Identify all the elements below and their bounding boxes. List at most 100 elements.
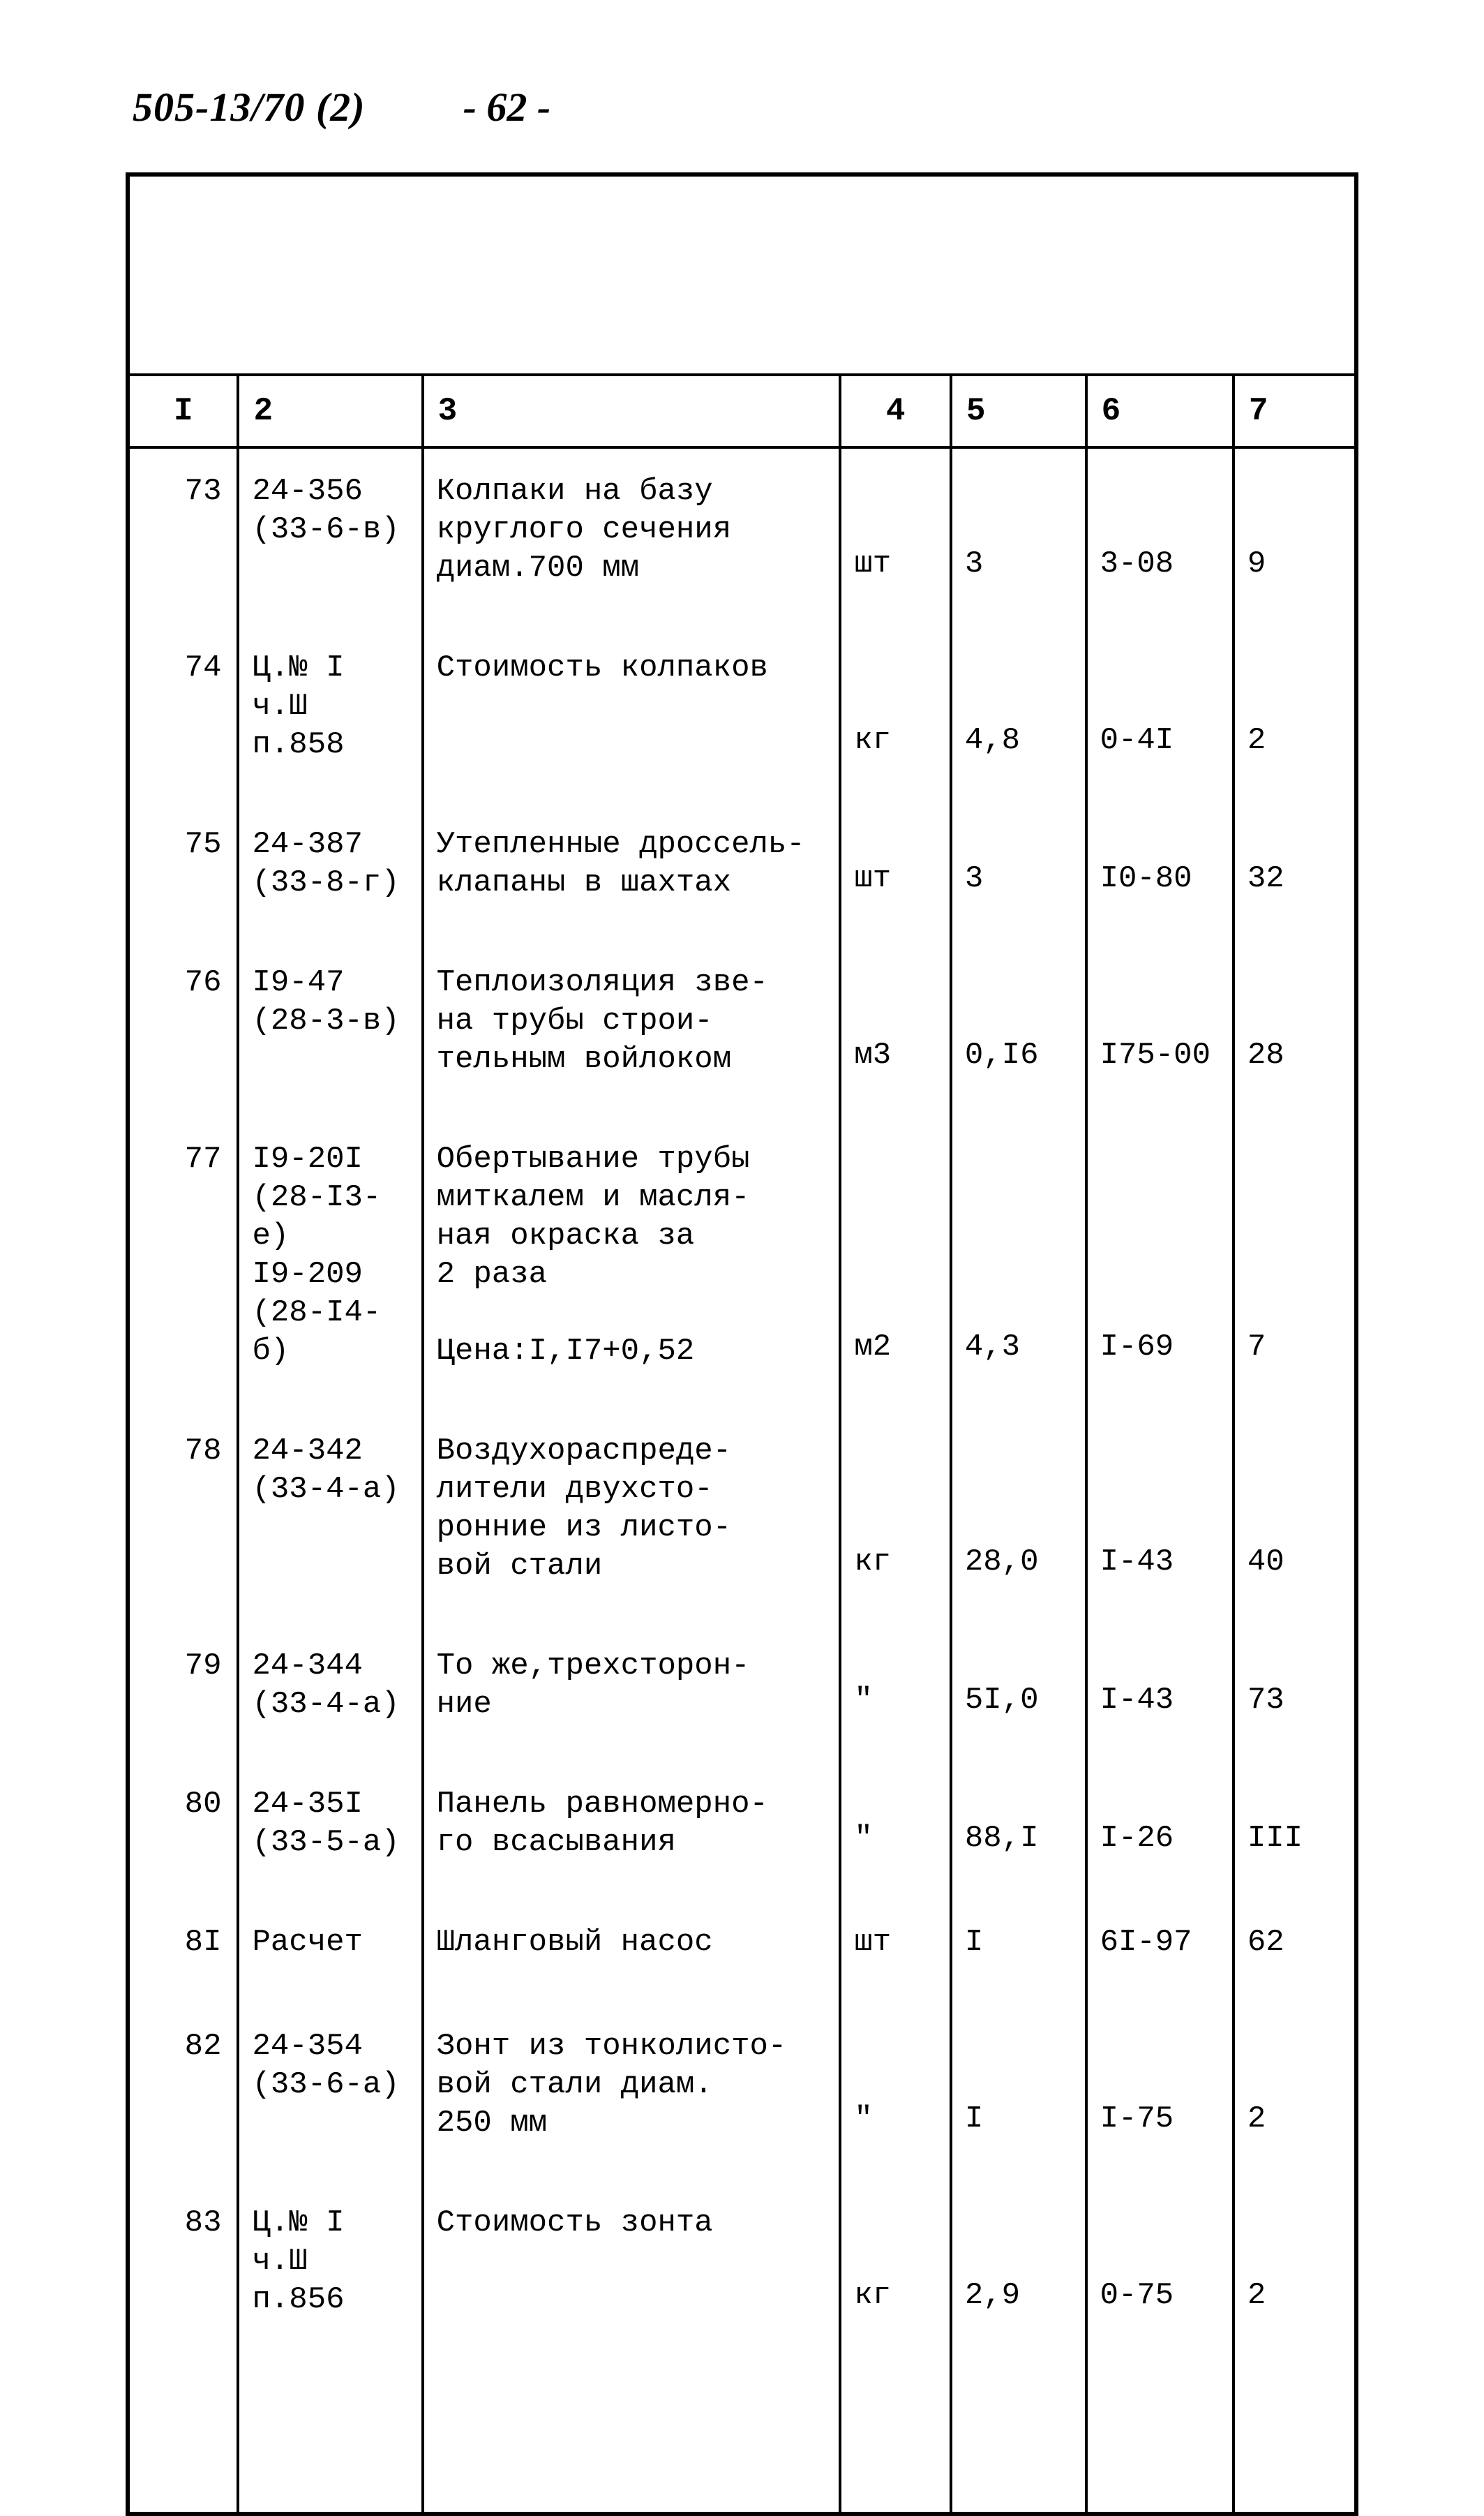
- cell-col7: 2: [1234, 625, 1356, 802]
- cell-col3: Теплоизоляция зве- на трубы строи- тельн…: [423, 940, 841, 1117]
- cell-col1: 73: [128, 447, 238, 625]
- cell-col7: 40: [1234, 1408, 1356, 1623]
- cell-col6: I75-00: [1086, 940, 1234, 1117]
- cell-col3: Утепленные дроссель- клапаны в шахтах: [423, 802, 841, 940]
- col-header-5: 5: [951, 375, 1086, 447]
- cell-col4: кг: [840, 1408, 950, 1623]
- cell-col1: 74: [128, 625, 238, 802]
- table-row: 8IРасчетШланговый насосштI6I-9762: [128, 1900, 1356, 2004]
- filler-cell: [238, 2357, 422, 2514]
- cell-col1: 79: [128, 1623, 238, 1762]
- cell-col4: шт: [840, 447, 950, 625]
- col-header-6: 6: [1086, 375, 1234, 447]
- table-blank-header-band: [128, 174, 1356, 375]
- cell-col3: Стоимость зонта: [423, 2180, 841, 2357]
- table-row: 8224-354 (33-6-а)Зонт из тонколисто- вой…: [128, 2004, 1356, 2180]
- col-header-3: 3: [423, 375, 841, 447]
- cell-col3: То же,трехсторон- ние: [423, 1623, 841, 1762]
- filler-cell: [423, 2357, 841, 2514]
- cell-col7: 62: [1234, 1900, 1356, 2004]
- table-row: 7524-387 (33-8-г)Утепленные дроссель- кл…: [128, 802, 1356, 940]
- cell-col3: Шланговый насос: [423, 1900, 841, 2004]
- cell-col6: 3-08: [1086, 447, 1234, 625]
- col-header-1: I: [128, 375, 238, 447]
- cell-col5: 3: [951, 447, 1086, 625]
- table-column-header-row: I 2 3 4 5 6 7: [128, 375, 1356, 447]
- table-row: 7824-342 (33-4-а)Воздухораспреде- лители…: [128, 1408, 1356, 1623]
- cell-col2: 24-342 (33-4-а): [238, 1408, 422, 1623]
- cell-col3: Зонт из тонколисто- вой стали диам. 250 …: [423, 2004, 841, 2180]
- col-header-2: 2: [238, 375, 422, 447]
- table-row: 7324-356 (33-6-в)Колпаки на базу круглог…: [128, 447, 1356, 625]
- cell-col4: м2: [840, 1117, 950, 1408]
- cell-col6: 0-4I: [1086, 625, 1234, 802]
- cell-col7: 9: [1234, 447, 1356, 625]
- cell-col6: 6I-97: [1086, 1900, 1234, 2004]
- table-row: 83Ц.№ I ч.Ш п.856Стоимость зонтакг2,90-7…: [128, 2180, 1356, 2357]
- cell-col1: 78: [128, 1408, 238, 1623]
- cell-col1: 77: [128, 1117, 238, 1408]
- cell-col4: кг: [840, 2180, 950, 2357]
- cell-col6: I-43: [1086, 1408, 1234, 1623]
- cell-col4: шт: [840, 1900, 950, 2004]
- cell-col2: Ц.№ I ч.Ш п.858: [238, 625, 422, 802]
- cell-col7: 7: [1234, 1117, 1356, 1408]
- cell-col3: Колпаки на базу круглого сечения диам.70…: [423, 447, 841, 625]
- table-row: 8024-35I (33-5-а)Панель равномерно- го в…: [128, 1762, 1356, 1900]
- cell-col1: 82: [128, 2004, 238, 2180]
- filler-cell: [951, 2357, 1086, 2514]
- cell-col7: 32: [1234, 802, 1356, 940]
- cell-col6: I-75: [1086, 2004, 1234, 2180]
- cell-col2: 24-356 (33-6-в): [238, 447, 422, 625]
- specification-table: I 2 3 4 5 6 7 7324-356 (33-6-в)Колпаки н…: [126, 172, 1358, 2516]
- filler-cell: [1086, 2357, 1234, 2514]
- table-bottom-filler: [128, 2357, 1356, 2514]
- cell-col3: Обертывание трубы миткалем и масля- ная …: [423, 1117, 841, 1408]
- cell-col5: 88,I: [951, 1762, 1086, 1900]
- cell-col7: 73: [1234, 1623, 1356, 1762]
- document-page: 505-13/70 (2) - 62 - I 2 3 4 5 6 7 7324-…: [0, 0, 1484, 2391]
- page-header: 505-13/70 (2) - 62 -: [126, 84, 1358, 131]
- cell-col4: м3: [840, 940, 950, 1117]
- cell-col3: Панель равномерно- го всасывания: [423, 1762, 841, 1900]
- cell-col7: 2: [1234, 2180, 1356, 2357]
- cell-col4: кг: [840, 625, 950, 802]
- cell-col5: 4,3: [951, 1117, 1086, 1408]
- cell-col4: ": [840, 2004, 950, 2180]
- table-row: 77I9-20I (28-I3-е) I9-209 (28-I4-б)Оберт…: [128, 1117, 1356, 1408]
- cell-col5: I: [951, 2004, 1086, 2180]
- cell-col5: 3: [951, 802, 1086, 940]
- cell-col2: Ц.№ I ч.Ш п.856: [238, 2180, 422, 2357]
- cell-col5: 0,I6: [951, 940, 1086, 1117]
- cell-col2: 24-35I (33-5-а): [238, 1762, 422, 1900]
- table-row: 74Ц.№ I ч.Ш п.858Стоимость колпаковкг4,8…: [128, 625, 1356, 802]
- cell-col6: I0-80: [1086, 802, 1234, 940]
- cell-col5: 5I,0: [951, 1623, 1086, 1762]
- cell-col2: 24-354 (33-6-а): [238, 2004, 422, 2180]
- cell-col1: 75: [128, 802, 238, 940]
- table-row: 76I9-47 (28-3-в)Теплоизоляция зве- на тр…: [128, 940, 1356, 1117]
- col-header-7: 7: [1234, 375, 1356, 447]
- filler-cell: [840, 2357, 950, 2514]
- col-header-4: 4: [840, 375, 950, 447]
- cell-col7: 28: [1234, 940, 1356, 1117]
- cell-col1: 76: [128, 940, 238, 1117]
- cell-col5: 4,8: [951, 625, 1086, 802]
- filler-cell: [128, 2357, 238, 2514]
- cell-col6: I-26: [1086, 1762, 1234, 1900]
- cell-col7: 2: [1234, 2004, 1356, 2180]
- cell-col4: ": [840, 1762, 950, 1900]
- cell-col4: шт: [840, 802, 950, 940]
- cell-col3: Стоимость колпаков: [423, 625, 841, 802]
- cell-col1: 80: [128, 1762, 238, 1900]
- cell-col5: I: [951, 1900, 1086, 2004]
- cell-col1: 83: [128, 2180, 238, 2357]
- page-number: - 62 -: [463, 84, 551, 131]
- cell-col2: Расчет: [238, 1900, 422, 2004]
- cell-col6: 0-75: [1086, 2180, 1234, 2357]
- cell-col5: 2,9: [951, 2180, 1086, 2357]
- cell-col2: 24-344 (33-4-а): [238, 1623, 422, 1762]
- cell-col4: ": [840, 1623, 950, 1762]
- cell-col3: Воздухораспреде- лители двухсто- ронние …: [423, 1408, 841, 1623]
- cell-col2: I9-20I (28-I3-е) I9-209 (28-I4-б): [238, 1117, 422, 1408]
